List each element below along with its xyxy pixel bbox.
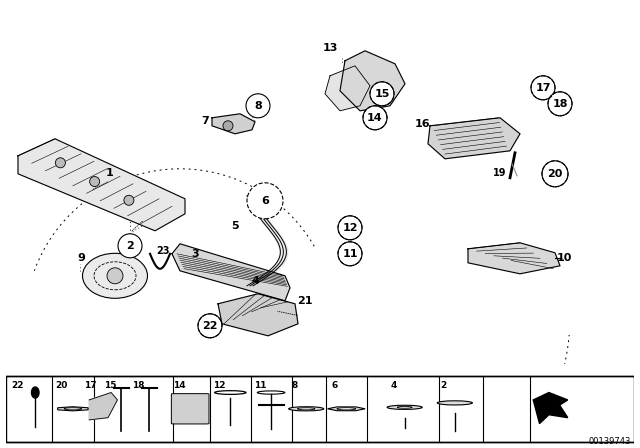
- Text: 17: 17: [84, 381, 97, 390]
- Text: 2: 2: [440, 381, 447, 390]
- Text: 11: 11: [342, 249, 358, 259]
- Circle shape: [198, 314, 222, 338]
- Circle shape: [223, 121, 233, 131]
- Text: 22: 22: [12, 381, 24, 390]
- Circle shape: [370, 82, 394, 106]
- Circle shape: [338, 242, 362, 266]
- Text: 21: 21: [297, 296, 313, 306]
- Text: 15: 15: [104, 381, 116, 390]
- Text: 22: 22: [202, 321, 218, 331]
- Text: 10: 10: [556, 253, 572, 263]
- Polygon shape: [468, 243, 560, 274]
- Polygon shape: [18, 139, 185, 231]
- Polygon shape: [533, 392, 568, 424]
- Circle shape: [437, 401, 472, 405]
- Polygon shape: [325, 66, 370, 111]
- Circle shape: [363, 106, 387, 130]
- Text: 13: 13: [323, 43, 338, 53]
- Circle shape: [337, 408, 356, 410]
- Circle shape: [548, 92, 572, 116]
- Circle shape: [124, 195, 134, 205]
- Circle shape: [107, 268, 123, 284]
- Circle shape: [531, 76, 555, 100]
- Text: 15: 15: [374, 89, 390, 99]
- Circle shape: [56, 158, 65, 168]
- Circle shape: [298, 408, 315, 410]
- Circle shape: [118, 234, 142, 258]
- Polygon shape: [89, 392, 117, 420]
- Text: 6: 6: [261, 196, 269, 206]
- Ellipse shape: [83, 253, 147, 298]
- Polygon shape: [212, 114, 255, 134]
- Text: 20: 20: [56, 381, 68, 390]
- Text: 16: 16: [414, 119, 430, 129]
- Circle shape: [289, 407, 324, 411]
- Text: 19: 19: [493, 168, 507, 178]
- Text: 5: 5: [231, 221, 239, 231]
- Text: 6: 6: [332, 381, 338, 390]
- Text: 00139743: 00139743: [588, 437, 630, 446]
- Text: 20: 20: [547, 169, 563, 179]
- Text: 8: 8: [254, 101, 262, 111]
- Text: 14: 14: [367, 113, 383, 123]
- Text: 12: 12: [212, 381, 225, 390]
- Text: 9: 9: [77, 253, 85, 263]
- Text: 3: 3: [191, 249, 199, 259]
- Polygon shape: [218, 294, 298, 336]
- Text: 14: 14: [173, 381, 185, 390]
- Text: 11: 11: [253, 381, 266, 390]
- Text: 17: 17: [535, 83, 551, 93]
- Circle shape: [338, 216, 362, 240]
- Text: 2: 2: [126, 241, 134, 251]
- Text: 18: 18: [552, 99, 568, 109]
- Polygon shape: [428, 118, 520, 159]
- Polygon shape: [172, 244, 290, 301]
- Text: 18: 18: [132, 381, 145, 390]
- Text: 4: 4: [390, 381, 397, 390]
- Text: 8: 8: [292, 381, 298, 390]
- FancyBboxPatch shape: [172, 394, 209, 424]
- Text: 1: 1: [106, 168, 114, 178]
- Polygon shape: [340, 51, 405, 111]
- Text: 7: 7: [201, 116, 209, 126]
- Text: 23: 23: [156, 246, 170, 256]
- Circle shape: [90, 177, 100, 186]
- Circle shape: [542, 161, 568, 187]
- Ellipse shape: [31, 387, 39, 398]
- Text: 12: 12: [342, 223, 358, 233]
- Circle shape: [387, 405, 422, 409]
- Circle shape: [64, 408, 82, 410]
- Circle shape: [246, 94, 270, 118]
- Text: 4: 4: [251, 276, 259, 286]
- Circle shape: [397, 406, 412, 408]
- Circle shape: [247, 183, 283, 219]
